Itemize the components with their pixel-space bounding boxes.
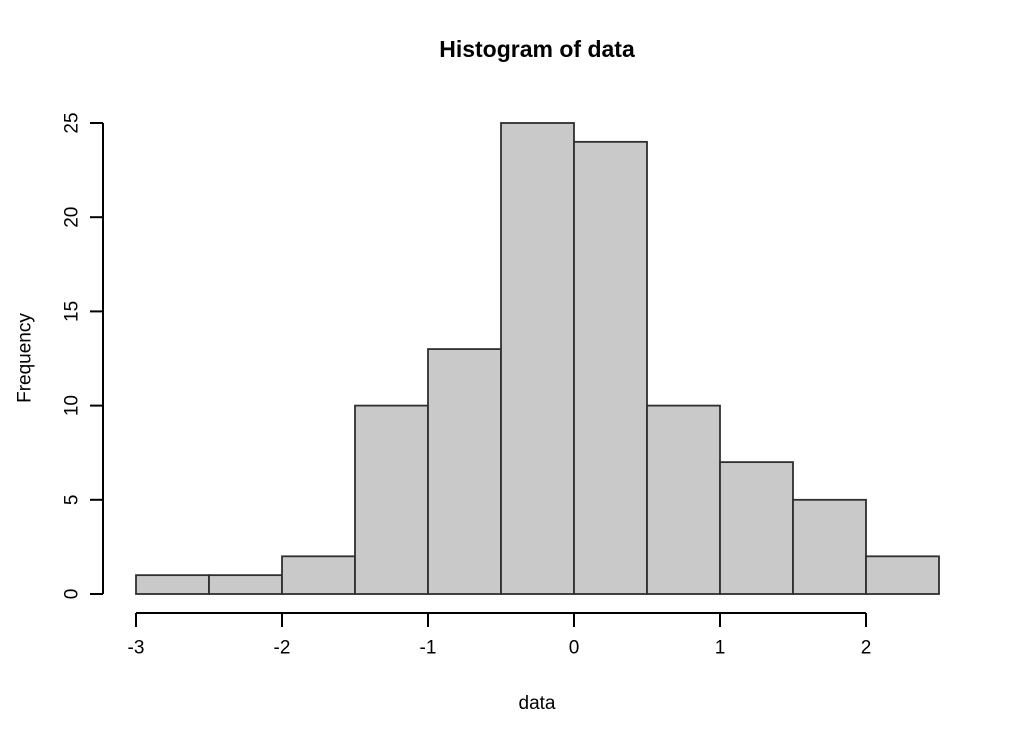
y-tick-label: 15 <box>62 301 83 322</box>
histogram-bar <box>865 555 940 595</box>
y-tick-label: 20 <box>62 207 83 228</box>
histogram-bar <box>646 404 721 595</box>
histogram-bar <box>354 404 429 595</box>
histogram-bar <box>208 574 283 595</box>
histogram-bar <box>719 461 794 595</box>
y-tick-label: 0 <box>62 589 83 600</box>
x-tick-label: -2 <box>274 638 291 659</box>
histogram-bar <box>500 122 575 595</box>
x-tick-label: -3 <box>128 638 145 659</box>
histogram-bar <box>573 140 648 595</box>
histogram-bar <box>792 498 867 595</box>
x-tick-label: 0 <box>569 638 580 659</box>
x-tick-label: -1 <box>420 638 437 659</box>
x-axis-label: data <box>518 693 556 714</box>
histogram-bar <box>281 555 356 595</box>
y-tick-label: 10 <box>62 395 83 416</box>
x-tick-label: 1 <box>715 638 726 659</box>
y-tick-label: 5 <box>62 495 83 506</box>
x-tick-label: 2 <box>861 638 872 659</box>
histogram-bar <box>427 348 502 595</box>
histogram-bar <box>135 574 210 595</box>
y-tick-label: 25 <box>62 112 83 133</box>
chart-title: Histogram of data <box>439 36 635 62</box>
